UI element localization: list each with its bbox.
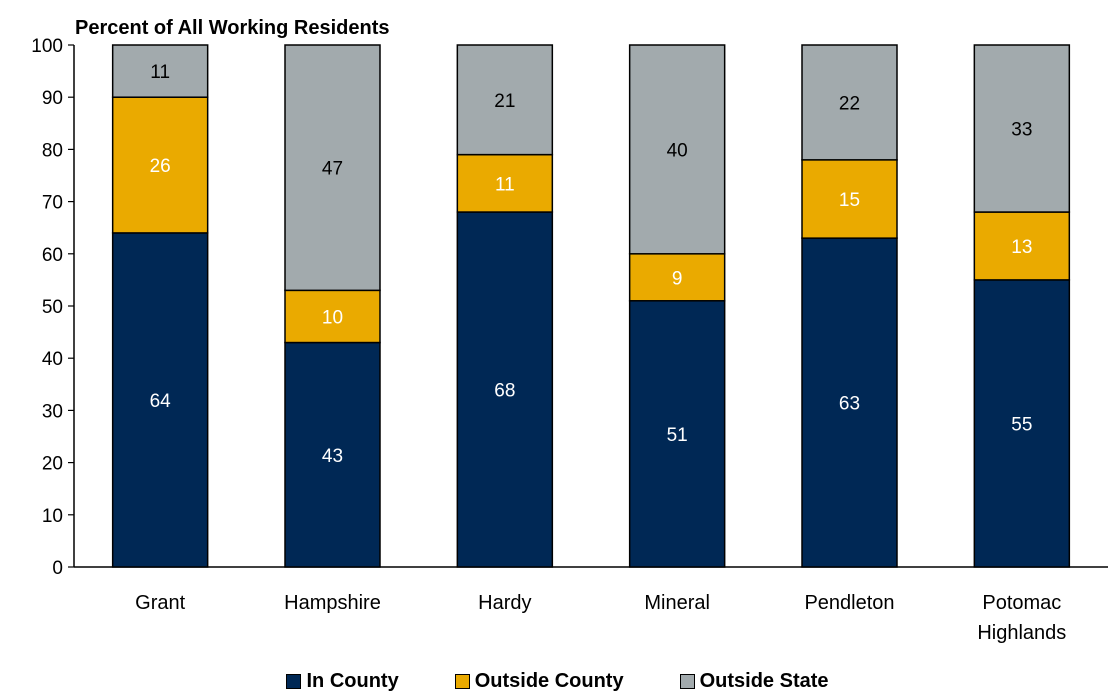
data-label: 55 bbox=[1011, 414, 1032, 435]
legend-swatch bbox=[286, 673, 302, 689]
data-label: 26 bbox=[150, 156, 171, 177]
bar-segment bbox=[456, 211, 554, 568]
bar-segment bbox=[973, 279, 1071, 568]
legend-item: In County bbox=[286, 669, 399, 693]
category-labels: Grant Hampshire Hardy Mineral Pendleton Potom… bbox=[135, 592, 1066, 644]
data-label: 21 bbox=[494, 91, 515, 112]
y-tick-label: 100 bbox=[31, 36, 63, 57]
data-label: 43 bbox=[322, 446, 343, 467]
data-labels: 64 26 11 43 10 47 68 11 21 51 9 40 63 15 22 55 13 33 bbox=[150, 62, 1033, 467]
data-label: 33 bbox=[1011, 120, 1032, 141]
legend: In County Outside County Outside State bbox=[0, 668, 1115, 694]
data-label: 51 bbox=[667, 425, 688, 446]
y-tick-label: 50 bbox=[42, 297, 63, 318]
bar-segment bbox=[284, 44, 381, 292]
bar-segment bbox=[973, 44, 1071, 213]
legend-item: Outside County bbox=[454, 669, 624, 693]
data-label: 10 bbox=[322, 307, 343, 328]
y-tick-label: 10 bbox=[42, 506, 63, 527]
data-label: 68 bbox=[494, 381, 515, 402]
y-tick-label: 70 bbox=[42, 193, 63, 214]
bar-segment bbox=[284, 289, 381, 344]
category-label: Pendleton bbox=[804, 592, 894, 614]
y-tick-label: 60 bbox=[42, 245, 63, 266]
category-label: Grant bbox=[135, 592, 185, 614]
category-label: Potomac bbox=[982, 592, 1061, 614]
y-tick-label: 40 bbox=[42, 349, 63, 370]
data-label: 11 bbox=[495, 174, 515, 195]
bar-segment bbox=[456, 44, 554, 156]
category-label: Highlands bbox=[977, 622, 1066, 644]
data-label: 9 bbox=[672, 268, 683, 289]
data-label: 22 bbox=[839, 93, 860, 114]
data-label: 64 bbox=[150, 391, 172, 412]
legend-label: Outside State bbox=[699, 669, 829, 692]
data-label: 11 bbox=[150, 62, 170, 83]
category-label: Mineral bbox=[644, 592, 710, 614]
legend-swatch bbox=[679, 673, 695, 689]
y-tick-label: 20 bbox=[42, 454, 63, 475]
bar-segment bbox=[628, 300, 726, 568]
bar-segment bbox=[628, 253, 726, 302]
data-label: 47 bbox=[322, 159, 343, 180]
category-label: Hardy bbox=[478, 592, 531, 614]
data-label: 15 bbox=[839, 190, 860, 211]
bar-segment bbox=[801, 159, 898, 239]
bar-segment bbox=[628, 44, 726, 255]
y-tick-label: 80 bbox=[42, 140, 63, 161]
data-label: 13 bbox=[1011, 237, 1032, 258]
axes: 0 10 20 30 40 50 60 70 80 90 100 bbox=[31, 36, 1108, 579]
bar-segment bbox=[111, 232, 209, 568]
bar-segment bbox=[111, 44, 209, 98]
y-tick-label: 90 bbox=[42, 88, 63, 109]
y-tick-label: 0 bbox=[52, 558, 63, 579]
bars bbox=[111, 44, 1071, 568]
legend-swatch bbox=[454, 673, 470, 689]
y-tick-label: 30 bbox=[42, 401, 63, 422]
bar-segment bbox=[801, 237, 898, 568]
data-label: 63 bbox=[839, 394, 860, 415]
data-label: 40 bbox=[667, 140, 688, 161]
legend-label: Outside County bbox=[474, 669, 624, 692]
bar-segment bbox=[111, 96, 209, 234]
y-axis-title: Percent of All Working Residents bbox=[75, 17, 390, 39]
legend-label: In County bbox=[306, 669, 399, 692]
bar-segment bbox=[801, 44, 898, 161]
category-label: Hampshire bbox=[284, 592, 381, 614]
legend-item: Outside State bbox=[679, 669, 829, 693]
stacked-bar-chart: Percent of All Working Residents 0 10 20 30… bbox=[31, 17, 1108, 644]
